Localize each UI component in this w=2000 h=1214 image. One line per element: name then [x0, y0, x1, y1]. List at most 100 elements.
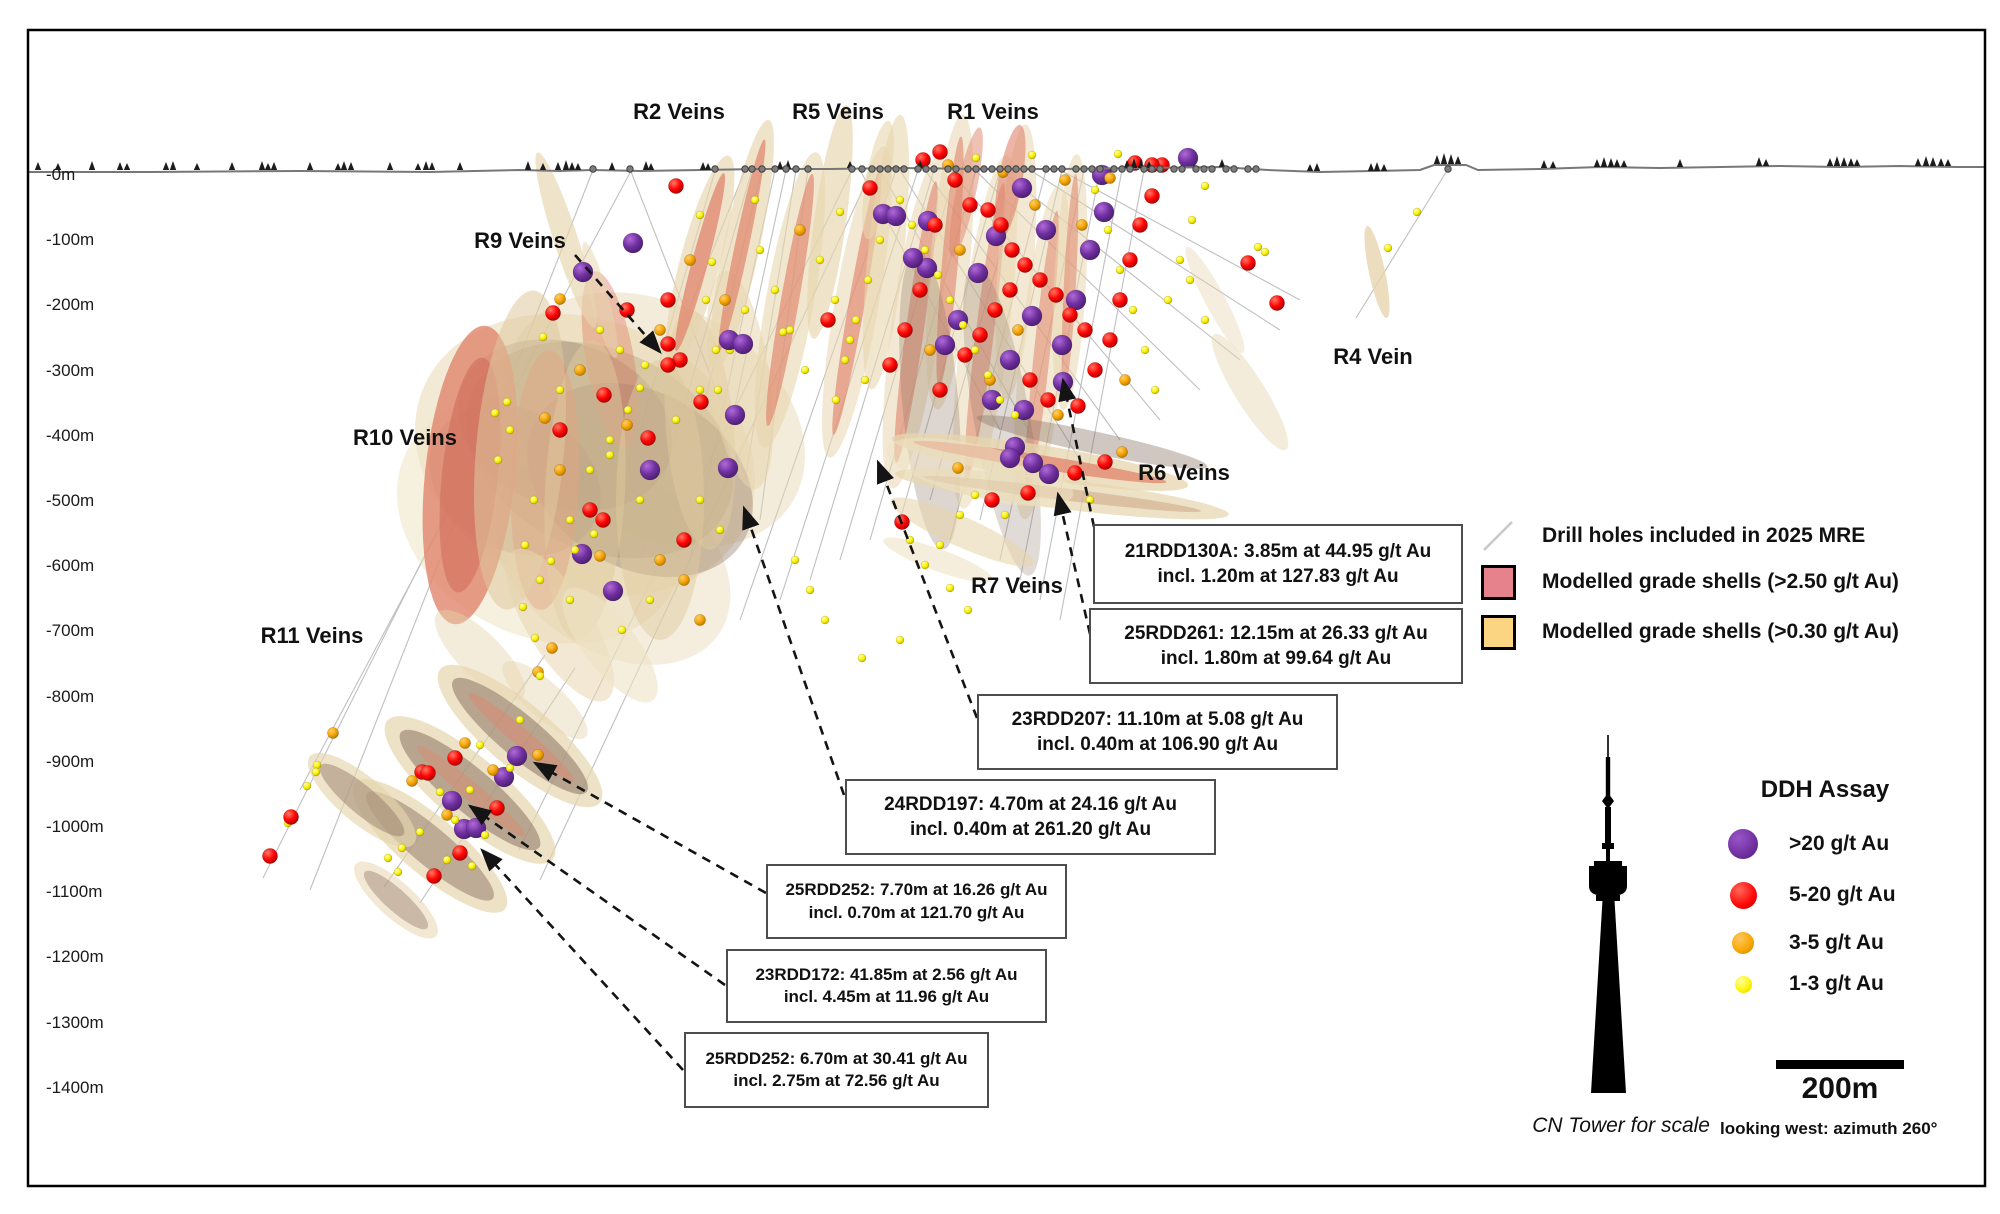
- assay-ball: [640, 430, 656, 446]
- drill-collar: [589, 165, 597, 173]
- assay-ball: [1065, 289, 1087, 311]
- grade-shell: [544, 340, 626, 640]
- assay-legend-title: DDH Assay: [1760, 776, 1890, 803]
- drill-collar: [1170, 165, 1178, 173]
- vein-label-r7: R7 Veins: [971, 573, 1063, 598]
- assay-ball: [882, 357, 898, 373]
- tree-icon: [1607, 158, 1615, 167]
- grade-shell: [506, 548, 614, 702]
- assay-ball: [467, 861, 477, 871]
- assay-ball: [993, 217, 1009, 233]
- drill-collar: [922, 165, 930, 173]
- vein-label-r4: R4 Vein: [1333, 344, 1413, 369]
- grade-shell: [890, 497, 1034, 567]
- drill-collar: [1230, 165, 1238, 173]
- tree-icon: [116, 162, 124, 170]
- tree-icon: [1373, 162, 1381, 171]
- assay-ball: [1269, 295, 1285, 311]
- tree-icon: [1833, 156, 1841, 166]
- assay-ball: [660, 336, 676, 352]
- assay-ball: [594, 550, 606, 562]
- assay-ball: [554, 293, 566, 305]
- drill-collar: [1140, 165, 1148, 173]
- tree-icon: [193, 163, 201, 170]
- assay-ball: [660, 292, 676, 308]
- grade-shell: [434, 609, 526, 701]
- assay-ball: [1175, 255, 1185, 265]
- assay-ball: [1035, 219, 1057, 241]
- tree-icon: [1218, 159, 1226, 167]
- assay-ball: [1076, 219, 1088, 231]
- assay-ball: [715, 525, 725, 535]
- tree-icon: [1130, 158, 1138, 168]
- vein-label-r9: R9 Veins: [474, 228, 566, 253]
- assay-ball: [676, 532, 692, 548]
- assay-ball: [518, 602, 528, 612]
- assay-ball: [955, 510, 965, 520]
- assay-ball: [1122, 252, 1138, 268]
- tree-icon: [162, 162, 170, 170]
- assay-ball: [302, 781, 312, 791]
- assay-ball: [1112, 292, 1128, 308]
- assay-ball: [605, 435, 615, 445]
- assay-ball: [545, 305, 561, 321]
- assay-ball: [907, 220, 917, 230]
- depth-label: -1100m: [46, 882, 102, 901]
- depth-label: -300m: [46, 361, 94, 380]
- assay-ball: [935, 540, 945, 550]
- drill-collar: [868, 165, 876, 173]
- assay-ball: [383, 853, 393, 863]
- depth-label: -1000m: [46, 817, 104, 836]
- grade-shell: [863, 114, 909, 390]
- callout-line1: 25RDD261: 12.15m at 26.33 g/t Au: [1124, 622, 1428, 644]
- grade-shell: [994, 124, 1026, 240]
- drill-trace: [1355, 168, 1449, 319]
- surface-trees: [34, 153, 1952, 171]
- tree-icon: [386, 162, 394, 170]
- assay-ball: [732, 333, 754, 355]
- tree-icon: [258, 161, 266, 170]
- callout-line2: incl. 4.45m at 11.96 g/t Au: [783, 987, 990, 1006]
- assay-ball: [927, 217, 943, 233]
- assay-ball: [1119, 374, 1131, 386]
- assay-ball: [932, 382, 948, 398]
- assay-ball: [851, 315, 861, 325]
- assay-ball: [1002, 282, 1018, 298]
- drill-collar: [900, 165, 908, 173]
- assay-ball: [835, 207, 845, 217]
- assay-ball: [502, 397, 512, 407]
- drill-collar: [1028, 165, 1036, 173]
- assay-ball: [987, 302, 1003, 318]
- grade-shell: [1364, 225, 1390, 319]
- assay-ball: [520, 540, 530, 550]
- tree-icon: [1440, 153, 1448, 164]
- assay-ball: [1383, 243, 1393, 253]
- tree-icon: [1840, 157, 1848, 166]
- assay-ball: [582, 502, 598, 518]
- assay-ball: [815, 255, 825, 265]
- drill-collar-group: [589, 165, 1452, 173]
- vein-label-r10: R10 Veins: [353, 425, 457, 450]
- assay-ball: [565, 515, 575, 525]
- assay-ball: [790, 555, 800, 565]
- assay-ball: [1059, 174, 1071, 186]
- assay-ball: [963, 605, 973, 615]
- callout-line1: 25RDD252: 7.70m at 16.26 g/t Au: [785, 880, 1048, 900]
- assay-ball: [654, 554, 666, 566]
- vein-label-r5: R5 Veins: [792, 99, 884, 124]
- assay-ball: [717, 457, 739, 479]
- assay-ball: [596, 387, 612, 403]
- assay-ball: [885, 205, 907, 227]
- tree-icon: [524, 161, 532, 170]
- callout-arrow: [467, 804, 726, 987]
- tree-icon: [414, 163, 422, 170]
- callout-line1: 23RDD172: 41.85m at 2.56 g/t Au: [755, 964, 1018, 984]
- assay-ball: [1115, 265, 1125, 275]
- tree-icon: [428, 162, 436, 170]
- callout-21rdd130a: 21RDD130A: 3.85m at 44.95 g/t Au incl. 1…: [1093, 524, 1463, 604]
- grade-shell: [354, 861, 438, 939]
- assay-ball: [406, 775, 418, 787]
- tree-icon: [562, 160, 570, 170]
- drill-collar: [952, 165, 960, 173]
- grade-shell: [363, 870, 429, 930]
